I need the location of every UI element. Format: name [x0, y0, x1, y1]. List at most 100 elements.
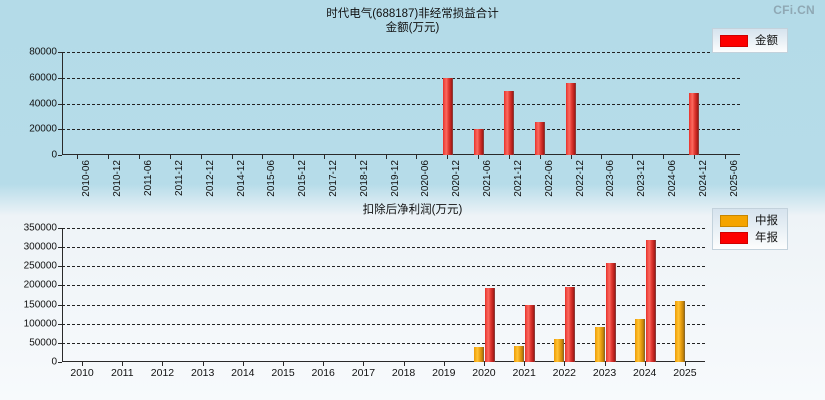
y-axis-tick-mark — [58, 228, 62, 229]
x-axis-tick-mark — [122, 362, 124, 366]
x-axis-tick-mark — [108, 155, 110, 159]
y-axis-tick-mark — [58, 266, 62, 268]
x-axis-tick-label: 2020 — [472, 367, 496, 379]
x-axis-tick-mark — [524, 362, 526, 366]
chart-non-recurring-profit-loss: 0 20000 40000 60000 80000 2010-06 2010-12 2011… — [29, 47, 740, 197]
x-axis-tick-label: 2018-12 — [358, 160, 370, 197]
gridline — [62, 342, 705, 344]
x-axis-tick-label: 2024 — [633, 367, 657, 379]
bar-金额-2022-12[interactable] — [566, 82, 576, 155]
legend-item-金额[interactable]: 金额 — [720, 33, 778, 48]
legend-label: 中报 — [755, 214, 778, 227]
x-axis-tick-mark — [570, 155, 572, 159]
bar-金额-2021-12[interactable] — [504, 90, 515, 155]
x-axis-tick-mark — [632, 155, 634, 159]
watermark: CFi.CN — [773, 3, 815, 17]
gridline — [62, 52, 740, 53]
x-axis-tick-label: 2025 — [673, 367, 697, 379]
bar-中报-2023[interactable] — [594, 326, 605, 362]
y-axis-tick-mark — [58, 247, 62, 249]
bar-金额-2020-12[interactable] — [442, 77, 453, 155]
x-axis-tick-mark — [478, 155, 480, 159]
x-axis-tick-mark — [564, 362, 566, 366]
y-axis-tick-label: 150000 — [23, 299, 57, 311]
x-axis-tick-mark — [483, 362, 485, 366]
gridline — [62, 77, 740, 79]
x-axis-tick-label: 2019-12 — [389, 160, 401, 197]
bar-中报-2021[interactable] — [514, 345, 525, 362]
x-axis-tick-label: 2021 — [512, 367, 536, 379]
y-axis-tick-label: 60000 — [29, 72, 57, 84]
gridline — [62, 129, 740, 131]
y-axis-tick-label: 300000 — [23, 241, 57, 253]
x-axis-tick-label: 2018 — [391, 367, 416, 379]
bar-年报-2023[interactable] — [605, 262, 616, 362]
y-axis-tick-mark — [58, 304, 62, 306]
gridline — [62, 323, 705, 325]
x-axis-tick-label: 2023-12 — [636, 160, 648, 197]
legend-bottom[interactable]: 中报年报 — [712, 208, 788, 250]
bar-金额-2022-06[interactable] — [535, 122, 546, 155]
bar-中报-2025[interactable] — [674, 300, 685, 362]
x-axis-tick-label: 2020-06 — [420, 160, 432, 197]
page-subtitle: 金额(万元) — [385, 22, 440, 34]
x-axis-tick-mark — [385, 155, 387, 159]
x-axis-tick-mark — [662, 155, 664, 159]
y-axis-tick-mark — [58, 52, 62, 53]
x-axis-tick-mark — [416, 155, 418, 159]
y-axis-tick-label: 20000 — [29, 123, 57, 135]
chart-net-profit-after-deduction: 0 50000 100000 150000 200000 250000 300000 3500… — [24, 223, 705, 379]
x-axis-tick-label: 2024-06 — [666, 160, 678, 197]
gridline — [62, 266, 705, 268]
bar-年报-2024[interactable] — [645, 239, 656, 362]
chart-title-bottom: 扣除后净利润(万元) — [362, 204, 463, 216]
x-axis-tick-mark — [200, 155, 202, 159]
legend-item-年报[interactable]: 年报 — [720, 230, 778, 245]
x-axis-tick-label: 2016 — [311, 367, 335, 379]
x-axis-tick-label: 2011-12 — [173, 160, 185, 196]
y-axis-tick-label: 100000 — [23, 318, 57, 330]
gridline — [62, 304, 705, 306]
x-axis-tick-label: 2015 — [271, 367, 295, 379]
x-axis-tick-label: 2017 — [351, 367, 376, 379]
y-axis-tick-label: 350000 — [23, 222, 57, 234]
bar-年报-2020[interactable] — [484, 288, 495, 362]
x-axis-tick-label: 2017-12 — [327, 160, 339, 197]
x-axis-tick-label: 2021-06 — [482, 160, 494, 197]
x-axis-tick-mark — [447, 155, 449, 159]
legend-top[interactable]: 金额 — [712, 28, 788, 53]
y-axis-tick-mark — [58, 342, 62, 344]
plot-frame-bottom — [62, 228, 705, 362]
bar-金额-2024-12[interactable] — [689, 93, 700, 155]
x-axis-tick-mark — [82, 362, 84, 366]
x-axis-tick-mark — [363, 362, 365, 366]
x-axis-tick-label: 2024-12 — [697, 160, 709, 197]
page-title: 时代电气(688187)非经常损益合计 — [326, 8, 499, 20]
y-axis-tick-mark — [58, 77, 62, 79]
x-axis-tick-mark — [693, 155, 695, 159]
bar-中报-2022[interactable] — [554, 339, 565, 362]
x-axis-tick-label: 2012 — [150, 367, 175, 379]
x-axis-tick-label: 2011-06 — [143, 160, 155, 196]
x-axis-tick-mark — [604, 362, 606, 366]
legend-item-中报[interactable]: 中报 — [720, 213, 778, 228]
y-axis-tick-mark — [58, 323, 62, 325]
x-axis-tick-mark — [162, 362, 164, 366]
x-axis-tick-mark — [354, 155, 356, 159]
y-axis-tick-mark — [58, 103, 62, 105]
x-axis-tick-label: 2015-06 — [266, 160, 278, 197]
x-axis-tick-label: 2014-12 — [235, 160, 247, 197]
bar-中报-2020[interactable] — [473, 346, 484, 362]
x-axis-tick-label: 2010 — [70, 367, 94, 379]
legend-swatch-icon — [720, 34, 748, 47]
bar-中报-2024[interactable] — [634, 319, 645, 362]
x-axis-tick-mark — [403, 362, 405, 366]
x-axis-tick-label: 2025-06 — [728, 160, 740, 197]
bar-年报-2022[interactable] — [565, 286, 576, 362]
y-axis-tick-mark — [58, 155, 62, 156]
y-axis-tick-mark — [58, 129, 62, 131]
x-axis-tick-mark — [684, 362, 686, 366]
x-axis-tick-mark — [242, 362, 244, 366]
bar-年报-2021[interactable] — [525, 304, 536, 362]
bar-金额-2021-06[interactable] — [473, 128, 484, 155]
